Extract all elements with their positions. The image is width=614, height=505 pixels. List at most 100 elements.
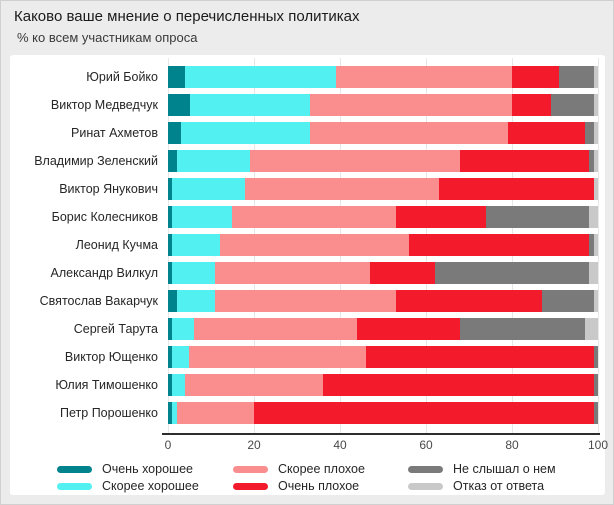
category-label: Виктор Янукович [59,182,158,196]
legend-swatch-icon [57,465,92,473]
bar-row [168,122,598,144]
bar-row [168,374,598,396]
bar-segment [593,234,598,256]
category-label: Александр Вилкул [50,266,158,280]
bar-segment [460,150,590,172]
bar-segment [168,94,190,116]
bar-segment [593,66,598,88]
bar-row [168,402,598,424]
bar-segment [168,150,177,172]
bar-segment [193,318,358,340]
bar-segment [168,178,173,200]
bar-segment [180,122,310,144]
bar-segment [593,94,598,116]
bar-segment [309,94,512,116]
legend-label: Скорее плохое [278,462,365,476]
bar-segment [589,206,598,228]
bar-segment [176,402,254,424]
bar-row [168,318,598,340]
bar-segment [370,262,435,284]
bar-segment [335,66,512,88]
category-label: Борис Колесников [51,210,158,224]
bar-segment [172,318,194,340]
bar-segment [168,66,186,88]
bar-segment [365,346,594,368]
bar-segment [176,290,216,312]
bar-row [168,150,598,172]
legend-label: Очень хорошее [102,462,193,476]
legend-item: Не слышал о нем [408,462,556,476]
bar-segment [593,374,598,396]
bar-segment [176,150,250,172]
category-label: Ринат Ахметов [71,126,158,140]
bar-segment [189,346,366,368]
bar-segment [249,150,461,172]
category-label: Леонид Кучма [75,238,158,252]
bar-segment [232,206,396,228]
x-tick-label: 100 [587,438,609,452]
bar-segment [215,290,396,312]
bar-segment [542,290,594,312]
bar-segment [593,402,598,424]
bar-row [168,346,598,368]
bar-segment [434,262,590,284]
x-tick-label: 0 [164,438,172,452]
bar-segment [438,178,594,200]
bar-segment [460,318,586,340]
legend-label: Не слышал о нем [453,462,556,476]
chart-subtitle: % ко всем участникам опроса [17,30,198,45]
bar-segment [559,66,594,88]
category-label: Виктор Ющенко [64,350,158,364]
bar-segment [507,122,586,144]
bar-segment [395,206,487,228]
bar-segment [168,402,173,424]
bar-row [168,206,598,228]
bar-row [168,94,598,116]
bar-segment [593,346,598,368]
category-label: Юрий Бойко [86,70,158,84]
bar-segment [511,66,560,88]
x-axis-line [162,433,600,435]
category-label: Владимир Зеленский [34,154,158,168]
x-tick-label: 80 [505,438,519,452]
bar-segment [550,94,594,116]
bar-segment [172,374,186,396]
legend-item: Скорее хорошее [57,479,199,493]
bar-segment [589,262,598,284]
bar-segment [589,234,594,256]
bar-row [168,178,598,200]
bar-segment [408,234,590,256]
bar-segment [593,122,598,144]
bar-segment [395,290,543,312]
bar-segment [593,290,598,312]
x-tick-label: 40 [333,438,347,452]
bar-segment [309,122,508,144]
bar-segment [593,150,598,172]
bar-segment [215,262,371,284]
legend-label: Очень плохое [278,479,360,493]
category-label: Юлия Тимошенко [55,378,158,392]
bar-segment [168,206,173,228]
bar-segment [253,402,594,424]
bar-segment [593,178,598,200]
category-label: Сергей Тарута [73,322,158,336]
bar-segment [172,206,233,228]
legend-item: Скорее плохое [233,462,365,476]
bar-segment [168,234,173,256]
legend-item: Отказ от ответа [408,479,544,493]
bar-segment [486,206,590,228]
x-tick-label: 20 [247,438,261,452]
bar-segment [172,234,220,256]
bar-segment [172,178,246,200]
legend-swatch-icon [233,482,268,490]
legend-item: Очень хорошее [57,462,193,476]
x-tick-label: 60 [419,438,433,452]
legend-swatch-icon [408,465,443,473]
bar-segment [322,374,594,396]
bar-segment [185,374,323,396]
legend-swatch-icon [408,482,443,490]
bar-segment [168,290,177,312]
bar-segment [245,178,439,200]
bar-segment [168,122,181,144]
